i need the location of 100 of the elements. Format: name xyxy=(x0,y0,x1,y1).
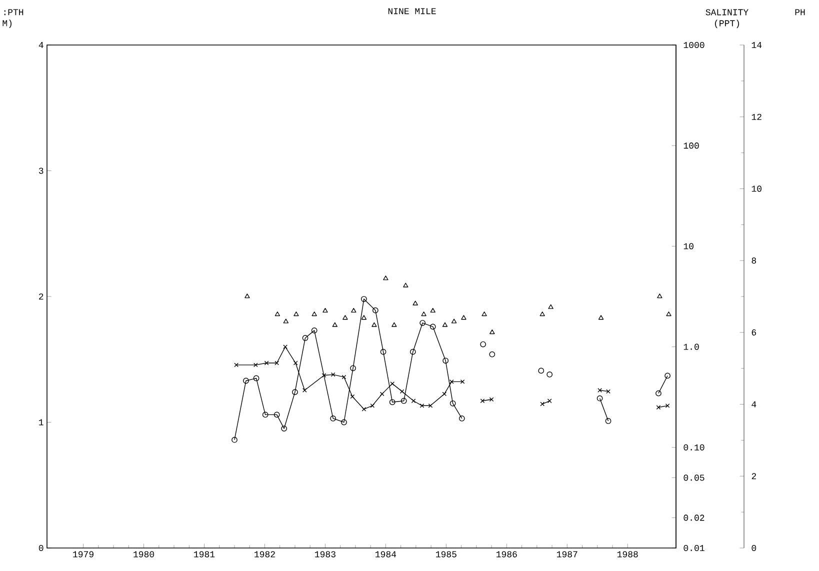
y3-tick-label: 6 xyxy=(752,329,756,336)
point xyxy=(262,412,268,418)
point xyxy=(410,348,416,355)
x-tick-label: 1984 xyxy=(376,551,396,558)
point xyxy=(598,315,604,320)
point xyxy=(490,329,495,334)
point xyxy=(480,341,486,348)
y3-tick-label: 4 xyxy=(752,401,756,408)
y2-tick-label: 0.01 xyxy=(684,544,704,552)
point xyxy=(403,282,408,288)
point xyxy=(430,324,436,330)
y2-tick-label: 0.05 xyxy=(684,474,704,481)
point xyxy=(540,312,545,316)
point xyxy=(350,394,355,399)
point xyxy=(411,398,416,404)
y3-tick-label: 10 xyxy=(752,186,762,192)
y3-tick-label: 8 xyxy=(752,258,756,264)
x-tick-label: 1979 xyxy=(73,551,94,558)
point xyxy=(361,315,367,320)
y3-tick-label: 2 xyxy=(752,473,756,480)
point xyxy=(442,358,449,364)
point xyxy=(322,308,328,313)
point xyxy=(360,296,367,302)
point xyxy=(253,375,260,382)
y3-tick-label: 14 xyxy=(752,42,762,48)
point xyxy=(392,322,397,327)
point xyxy=(330,372,336,377)
y-tick-label: 4 xyxy=(38,42,44,48)
point xyxy=(666,312,672,316)
point xyxy=(274,312,280,316)
point xyxy=(370,403,375,408)
y-tick-label: 2 xyxy=(39,293,44,300)
y2-tick-label: 10 xyxy=(684,243,694,250)
point xyxy=(243,378,249,384)
point xyxy=(302,388,307,392)
point xyxy=(383,276,388,280)
point xyxy=(489,351,496,358)
y2-tick-label: 1000 xyxy=(684,42,704,48)
y2-tick-label: 1.0 xyxy=(684,344,699,350)
point xyxy=(428,403,433,408)
point xyxy=(380,348,386,355)
x-tick-label: 1986 xyxy=(496,551,517,558)
point xyxy=(657,294,662,298)
y-tick-label: 3 xyxy=(38,168,44,174)
point xyxy=(421,312,426,316)
point xyxy=(281,426,288,432)
point xyxy=(538,368,544,374)
point xyxy=(451,318,457,324)
point xyxy=(253,362,258,368)
point xyxy=(380,392,384,396)
point xyxy=(461,315,466,320)
point xyxy=(372,307,378,314)
y2-axis-title: SALINITY (PPT) xyxy=(706,9,748,28)
point xyxy=(322,373,326,378)
point xyxy=(390,381,395,386)
point xyxy=(332,322,338,327)
point xyxy=(482,312,487,316)
point xyxy=(264,360,269,366)
point xyxy=(311,328,318,334)
point xyxy=(302,335,308,341)
point xyxy=(420,320,426,326)
point xyxy=(274,360,280,366)
point xyxy=(450,400,456,406)
x-tick-label: 1988 xyxy=(617,551,638,558)
point xyxy=(442,322,448,327)
point xyxy=(449,380,454,384)
point xyxy=(351,308,356,313)
point xyxy=(312,312,317,316)
point xyxy=(244,294,250,298)
x-tick-label: 1985 xyxy=(436,551,456,558)
y3-tick-label: 12 xyxy=(752,114,762,120)
x-tick-label: 1980 xyxy=(134,551,154,558)
x-tick-label: 1987 xyxy=(556,551,578,558)
x-tick-label: 1981 xyxy=(194,551,215,558)
point xyxy=(341,419,347,426)
point xyxy=(548,304,554,309)
point xyxy=(546,372,553,378)
point xyxy=(294,312,299,316)
point xyxy=(400,389,404,394)
point xyxy=(342,374,346,380)
y2-tick-label: 0.10 xyxy=(684,444,704,450)
point xyxy=(389,399,396,406)
x-tick-label: 1982 xyxy=(254,551,275,558)
point xyxy=(330,416,336,422)
point xyxy=(362,406,366,412)
point xyxy=(430,308,436,313)
point xyxy=(274,412,280,418)
point xyxy=(400,398,407,404)
y-tick-label: 0 xyxy=(38,544,44,552)
y3-axis-title: PH xyxy=(795,9,805,16)
y2-tick-label: 0.02 xyxy=(684,514,704,521)
x-tick-label: 1983 xyxy=(315,551,336,558)
point xyxy=(292,389,298,396)
y-tick-label: 1 xyxy=(39,419,44,426)
chart-title: NINE MILE xyxy=(388,8,436,14)
point xyxy=(372,322,377,327)
point xyxy=(420,403,424,408)
point xyxy=(350,365,356,372)
y3-tick-label: 0 xyxy=(752,544,756,552)
point xyxy=(293,360,298,366)
